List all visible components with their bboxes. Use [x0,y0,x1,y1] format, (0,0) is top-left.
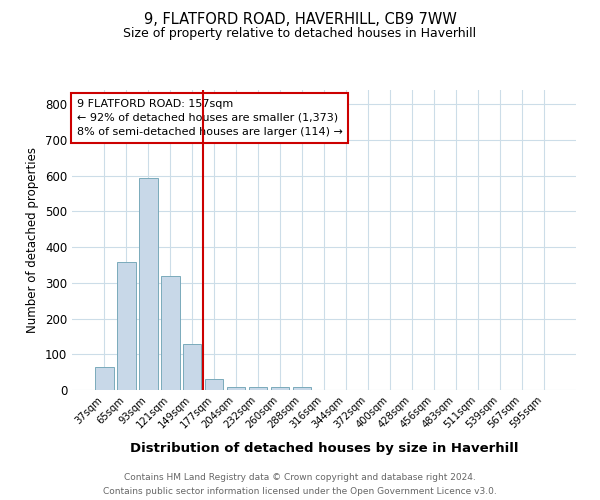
Bar [139,178,158,390]
Bar [271,387,289,390]
Bar [183,344,202,390]
Text: Contains HM Land Registry data © Crown copyright and database right 2024.: Contains HM Land Registry data © Crown c… [124,473,476,482]
Text: Contains public sector information licensed under the Open Government Licence v3: Contains public sector information licen… [103,486,497,496]
Bar [227,387,245,390]
X-axis label: Distribution of detached houses by size in Haverhill: Distribution of detached houses by size … [130,442,518,454]
Text: 9, FLATFORD ROAD, HAVERHILL, CB9 7WW: 9, FLATFORD ROAD, HAVERHILL, CB9 7WW [143,12,457,28]
Bar [117,262,136,390]
Bar [95,367,113,390]
Y-axis label: Number of detached properties: Number of detached properties [26,147,40,333]
Bar [249,387,268,390]
Bar [293,387,311,390]
Bar [205,380,223,390]
Text: Size of property relative to detached houses in Haverhill: Size of property relative to detached ho… [124,28,476,40]
Text: 9 FLATFORD ROAD: 157sqm
← 92% of detached houses are smaller (1,373)
8% of semi-: 9 FLATFORD ROAD: 157sqm ← 92% of detache… [77,99,343,137]
Bar [161,276,179,390]
